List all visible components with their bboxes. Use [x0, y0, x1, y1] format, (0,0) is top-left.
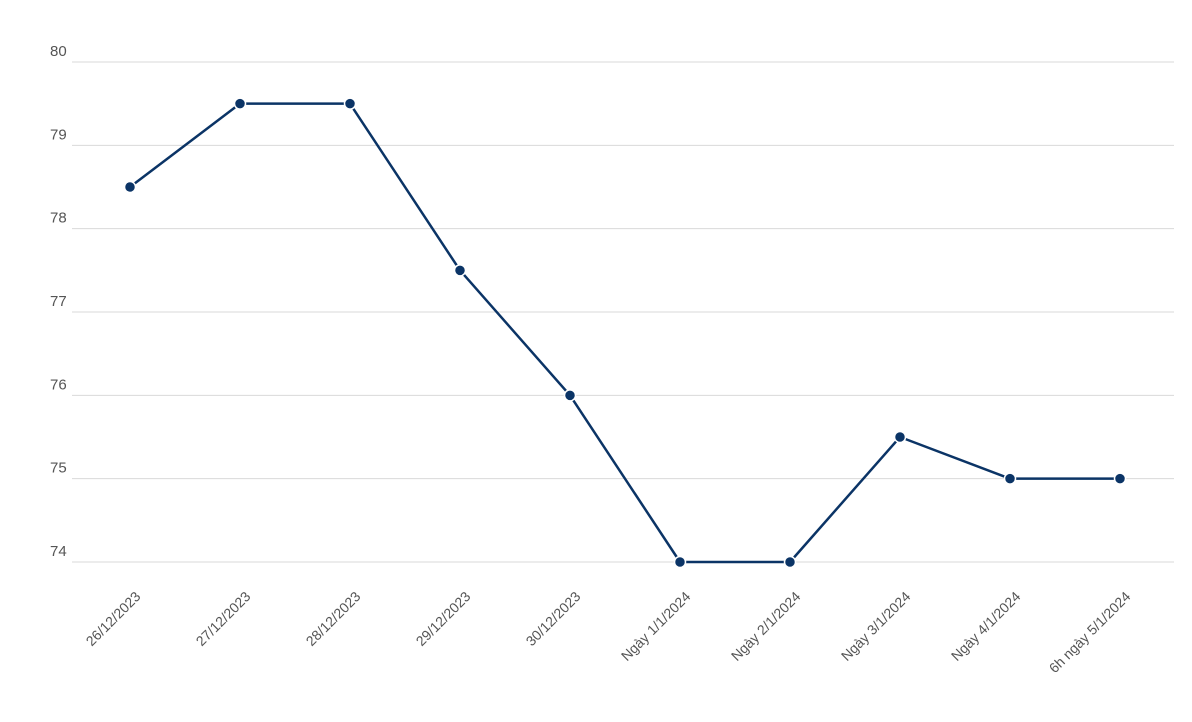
data-point[interactable]: [123, 180, 137, 194]
x-tick-label: 27/12/2023: [193, 588, 254, 649]
x-tick-label: Ngày 1/1/2024: [618, 588, 694, 664]
data-point[interactable]: [233, 97, 247, 110]
x-tick-label: Ngày 3/1/2024: [838, 588, 914, 664]
x-tick-label: 30/12/2023: [523, 588, 584, 649]
data-point[interactable]: [1113, 472, 1127, 485]
data-point[interactable]: [1003, 472, 1017, 485]
x-tick-label: 29/12/2023: [413, 588, 474, 649]
y-tick-label: 77: [50, 293, 67, 310]
data-point[interactable]: [673, 555, 687, 569]
y-tick-label: 74: [50, 543, 67, 560]
y-tick-label: 79: [50, 126, 67, 143]
y-tick-label: 76: [50, 376, 67, 393]
data-points: [123, 97, 1127, 569]
data-point[interactable]: [343, 97, 357, 110]
x-tick-label: 6h ngày 5/1/2024: [1046, 588, 1134, 676]
data-point[interactable]: [893, 430, 907, 444]
series-line: [129, 102, 1120, 564]
x-axis-ticks: 26/12/2023 27/12/2023 28/12/2023 29/12/2023…: [83, 588, 1134, 676]
data-point[interactable]: [783, 555, 797, 569]
x-tick-label: 26/12/2023: [83, 588, 144, 649]
x-tick-label: Ngày 2/1/2024: [728, 588, 804, 664]
gridlines: [72, 61, 1174, 563]
y-tick-label: 75: [50, 460, 67, 477]
x-tick-label: Ngày 4/1/2024: [948, 588, 1024, 664]
series: [129, 102, 1120, 564]
data-point[interactable]: [563, 389, 577, 402]
y-axis-ticks: 74 75 76 77 78 79 80: [50, 43, 67, 560]
y-tick-label: 78: [50, 210, 67, 227]
data-point[interactable]: [453, 264, 467, 277]
x-tick-label: 28/12/2023: [303, 588, 364, 649]
y-tick-label: 80: [50, 43, 67, 60]
